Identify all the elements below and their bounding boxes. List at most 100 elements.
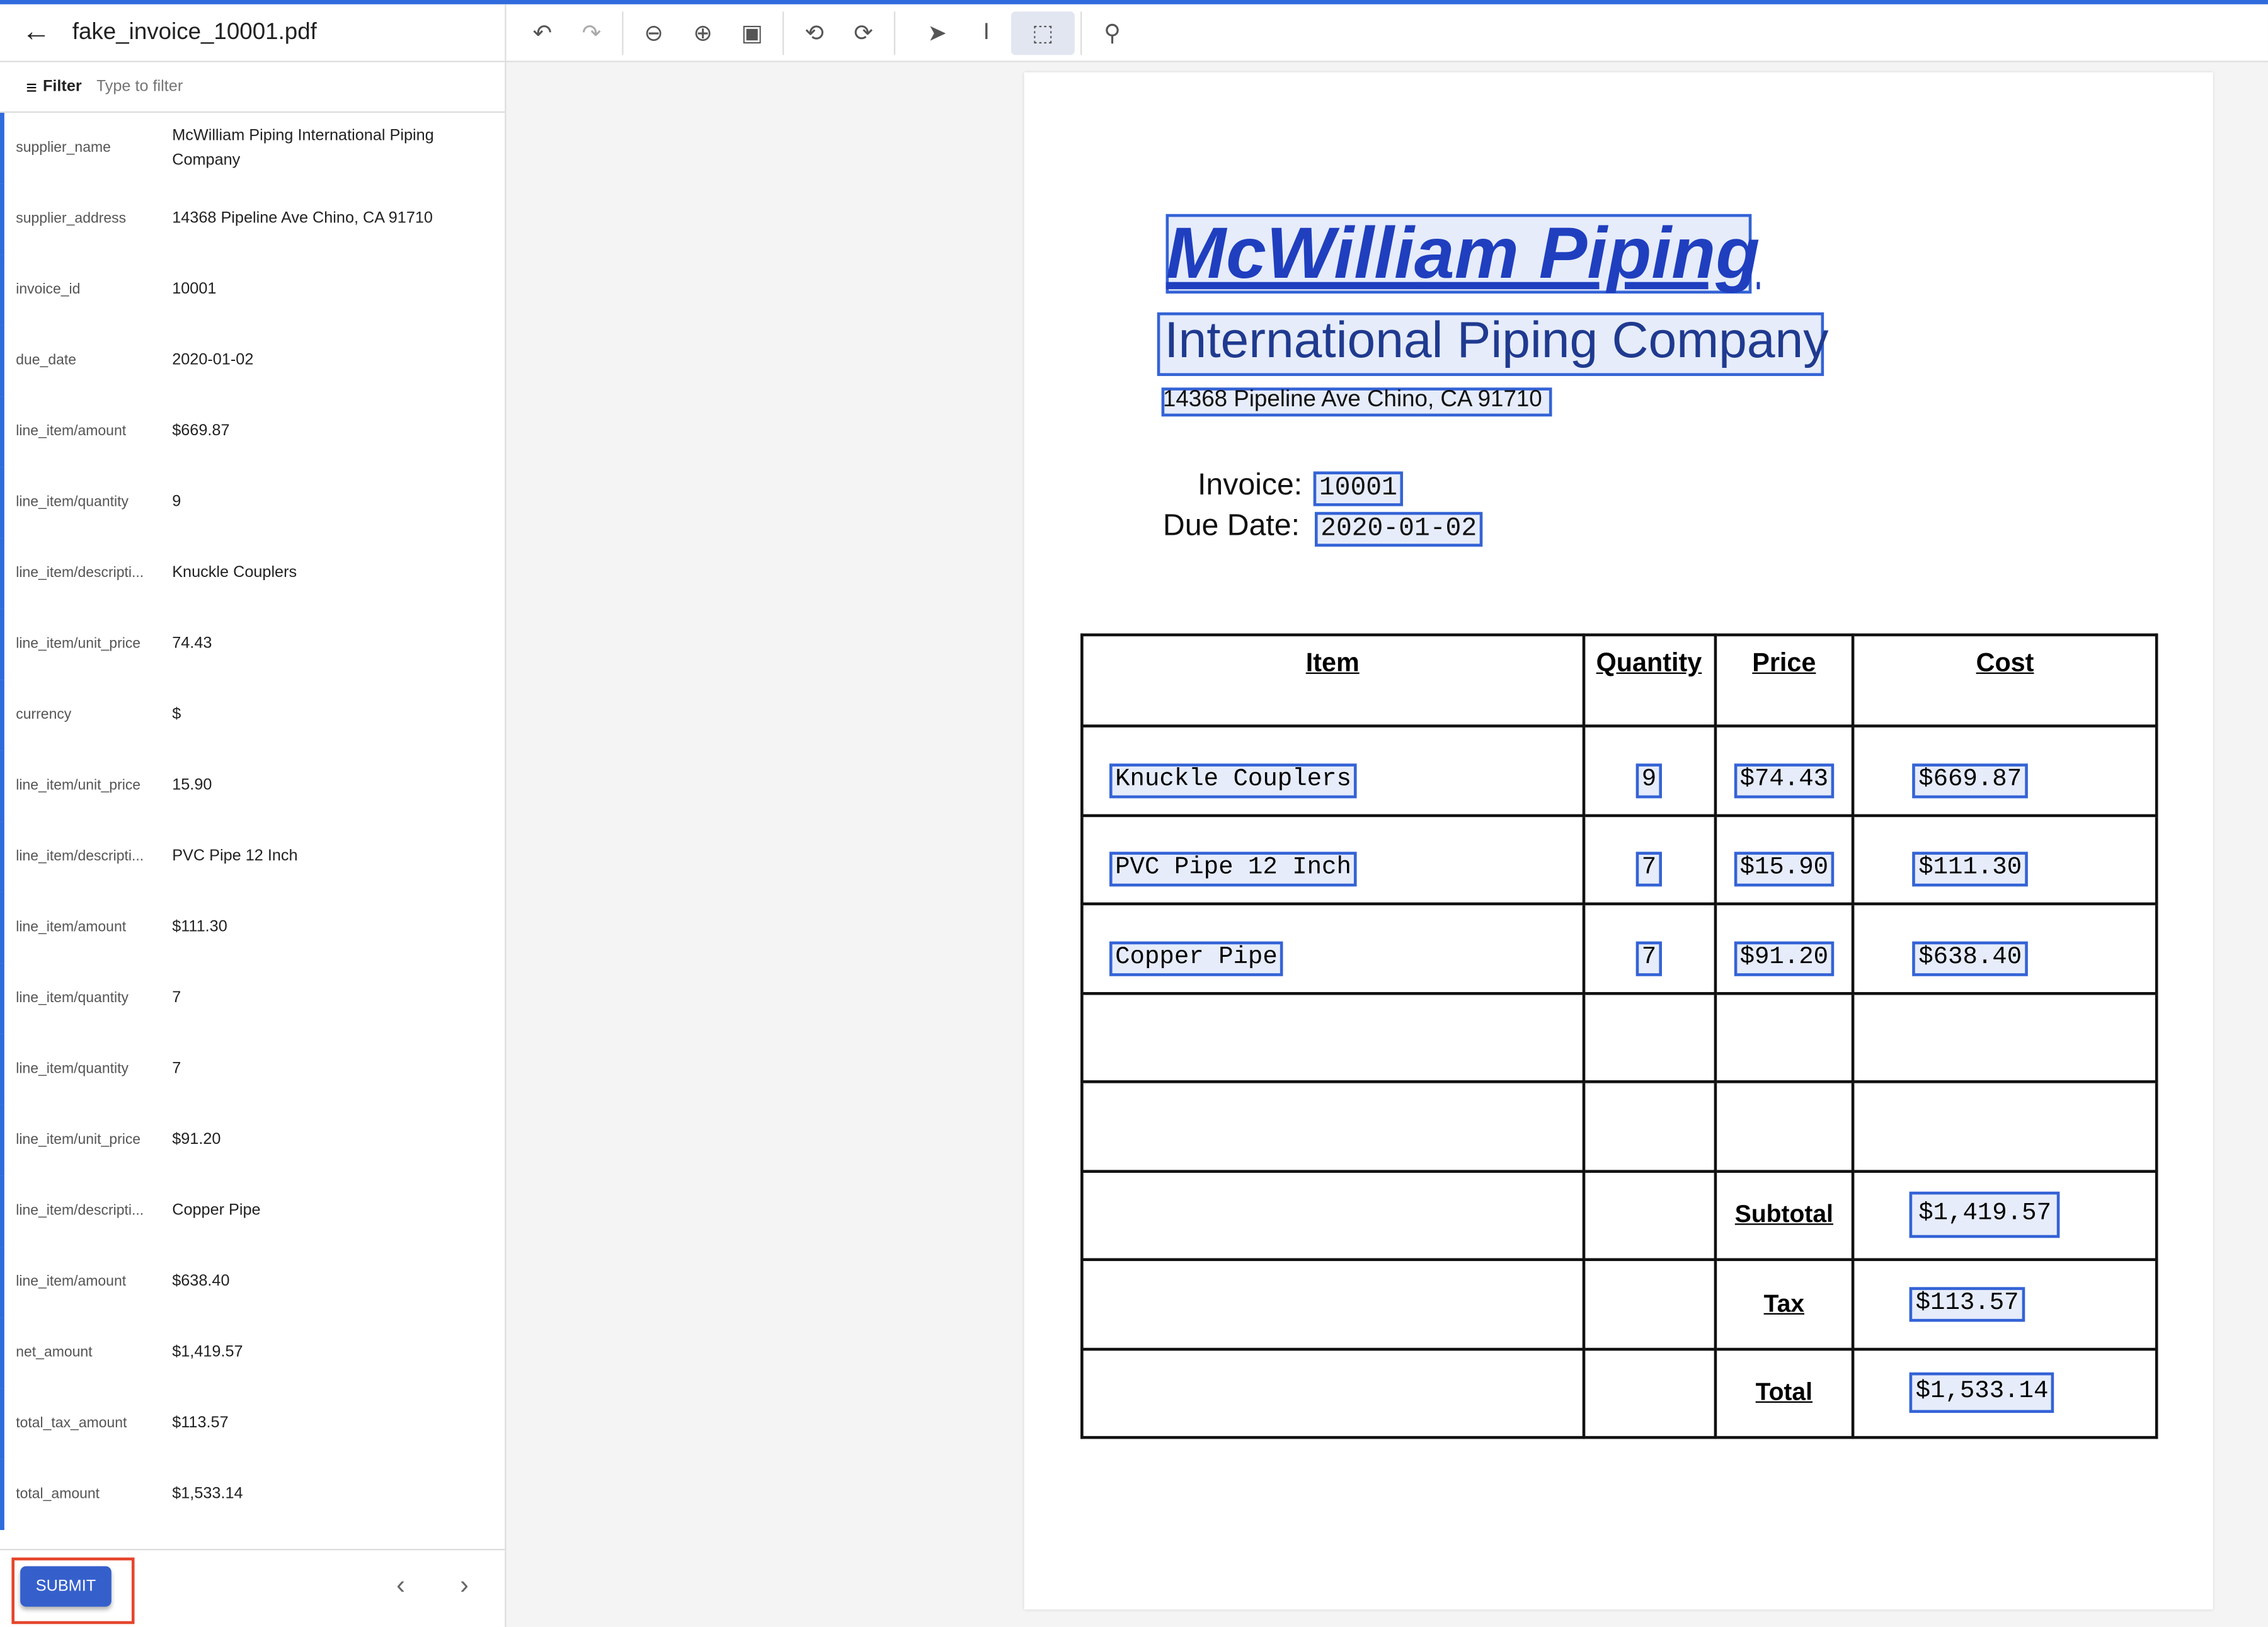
field-row[interactable]: line_item/amount $111.30: [0, 892, 505, 964]
rotate-left-icon[interactable]: ⟲: [805, 21, 824, 46]
field-row[interactable]: total_amount $1,533.14: [0, 1459, 505, 1531]
submit-button[interactable]: SUBMIT: [20, 1566, 112, 1607]
total-row: Total $1,533.14: [1080, 1347, 2158, 1439]
item-cost[interactable]: $638.40: [1913, 941, 2028, 976]
item-price[interactable]: $15.90: [1734, 852, 1835, 887]
field-row[interactable]: due_date 2020-01-02: [0, 325, 505, 397]
undo-icon[interactable]: ↶: [532, 21, 553, 46]
field-row[interactable]: supplier_name McWilliam Piping Internatio…: [0, 113, 505, 184]
field-row[interactable]: line_item/unit_price $91.20: [0, 1105, 505, 1176]
field-row[interactable]: currency $: [0, 680, 505, 751]
field-key: supplier_address: [16, 211, 127, 227]
col-cost: Cost: [1852, 633, 2158, 728]
fit-page-icon[interactable]: ▣: [741, 21, 764, 46]
field-value[interactable]: $91.20: [172, 1131, 221, 1148]
field-row[interactable]: total_tax_amount $113.57: [0, 1388, 505, 1459]
item-cost[interactable]: $669.87: [1913, 763, 2028, 798]
item-quantity[interactable]: 7: [1635, 852, 1663, 887]
field-value[interactable]: 2020-01-02: [172, 351, 254, 369]
field-value[interactable]: $638.40: [172, 1272, 230, 1290]
invoice-id-value[interactable]: 10001: [1313, 471, 1404, 506]
total-value[interactable]: $1,533.14: [1910, 1373, 2054, 1413]
field-value[interactable]: 9: [172, 493, 181, 511]
field-row[interactable]: invoice_id 10001: [0, 254, 505, 326]
table-row: Knuckle Couplers 9 $74.43 $669.87: [1080, 724, 2158, 817]
address-box[interactable]: [1161, 387, 1552, 417]
tax-value[interactable]: $113.57: [1910, 1286, 2025, 1322]
field-row[interactable]: line_item/descripti... PVC Pipe 12 Inch: [0, 821, 505, 893]
field-value[interactable]: Knuckle Couplers: [172, 564, 297, 581]
field-value[interactable]: 74.43: [172, 634, 212, 653]
redo-icon[interactable]: ↷: [581, 21, 602, 46]
subtotal-row: Subtotal $1,419.57: [1080, 1169, 2158, 1262]
supplier-name-box[interactable]: [1166, 214, 1752, 294]
field-value[interactable]: $111.30: [172, 918, 227, 936]
filter-label[interactable]: Filter: [42, 77, 82, 96]
field-value[interactable]: $669.87: [172, 422, 230, 440]
field-key: line_item/unit_price: [16, 1132, 141, 1148]
field-row[interactable]: line_item/quantity 7: [0, 963, 505, 1034]
field-value[interactable]: McWilliam Piping International Piping Co…: [172, 126, 434, 169]
field-row[interactable]: line_item/unit_price 74.43: [0, 608, 505, 680]
field-row[interactable]: line_item/quantity 7: [0, 1034, 505, 1105]
field-value[interactable]: $1,533.14: [172, 1485, 243, 1503]
text-select-icon[interactable]: I: [983, 19, 990, 45]
item-price[interactable]: $91.20: [1734, 941, 1835, 976]
field-row[interactable]: supplier_address 14368 Pipeline Ave Chino…: [0, 183, 505, 255]
filter-icon[interactable]: ≡: [26, 76, 37, 98]
col-quantity: Quantity: [1581, 633, 1717, 728]
box-select-icon[interactable]: ⬚: [1011, 11, 1075, 55]
chevron-left-icon[interactable]: ‹: [396, 1570, 405, 1600]
field-row[interactable]: net_amount $1,419.57: [0, 1317, 505, 1389]
zoom-in-icon[interactable]: ⊕: [693, 21, 713, 46]
field-key: line_item/amount: [16, 920, 127, 936]
item-description[interactable]: PVC Pipe 12 Inch: [1109, 852, 1358, 887]
field-value[interactable]: 15.90: [172, 776, 212, 794]
field-row[interactable]: line_item/descripti... Copper Pipe: [0, 1175, 505, 1247]
due-date-value[interactable]: 2020-01-02: [1314, 511, 1483, 547]
table-row: Copper Pipe 7 $91.20 $638.40: [1080, 902, 2158, 995]
subtotal-label: Subtotal: [1734, 1201, 1833, 1228]
field-value[interactable]: 14368 Pipeline Ave Chino, CA 91710: [172, 209, 433, 227]
chevron-right-icon[interactable]: ›: [460, 1570, 469, 1600]
arrow-left-icon[interactable]: ←: [21, 16, 51, 48]
field-row[interactable]: line_item/descripti... Knuckle Couplers: [0, 538, 505, 609]
company-line2-box[interactable]: [1157, 312, 1824, 376]
field-value[interactable]: 10001: [172, 280, 217, 298]
field-value[interactable]: $: [172, 705, 181, 723]
search-icon[interactable]: ⚲: [1104, 21, 1121, 46]
item-price[interactable]: $74.43: [1734, 763, 1835, 798]
field-value[interactable]: Copper Pipe: [172, 1201, 261, 1219]
field-key: line_item/amount: [16, 423, 127, 440]
item-quantity[interactable]: 7: [1635, 941, 1663, 976]
item-quantity[interactable]: 9: [1635, 763, 1663, 798]
tax-label: Tax: [1763, 1289, 1805, 1317]
field-row[interactable]: line_item/quantity 9: [0, 467, 505, 539]
zoom-out-icon[interactable]: ⊖: [644, 21, 664, 46]
field-row[interactable]: line_item/unit_price 15.90: [0, 750, 505, 822]
divider: [782, 11, 784, 55]
field-value[interactable]: 7: [172, 989, 181, 1007]
filter-input[interactable]: [96, 77, 386, 96]
item-description[interactable]: Knuckle Couplers: [1109, 763, 1358, 798]
field-value[interactable]: $113.57: [172, 1414, 229, 1432]
field-row[interactable]: line_item/amount $638.40: [0, 1247, 505, 1318]
invoice-label: Invoice:: [1198, 468, 1303, 502]
field-value[interactable]: $1,419.57: [172, 1343, 243, 1361]
field-key: total_tax_amount: [16, 1415, 127, 1432]
total-label: Total: [1755, 1378, 1813, 1407]
field-row[interactable]: line_item/amount $669.87: [0, 396, 505, 467]
company-line2: International Piping Company: [1164, 312, 1829, 369]
item-description[interactable]: Copper Pipe: [1109, 941, 1283, 976]
field-key: line_item/unit_price: [16, 778, 141, 794]
field-value[interactable]: PVC Pipe 12 Inch: [172, 847, 298, 865]
pointer-icon[interactable]: ➤: [927, 21, 948, 46]
field-key: line_item/quantity: [16, 494, 129, 511]
field-key: line_item/descripti...: [16, 565, 144, 581]
subtotal-value[interactable]: $1,419.57: [1910, 1192, 2060, 1238]
rotate-right-icon[interactable]: ⟳: [854, 21, 874, 46]
document-page: McWilliam Piping International Piping Co…: [1024, 72, 2213, 1610]
field-value[interactable]: 7: [172, 1059, 181, 1078]
divider: [893, 11, 896, 55]
item-cost[interactable]: $111.30: [1913, 852, 2028, 887]
